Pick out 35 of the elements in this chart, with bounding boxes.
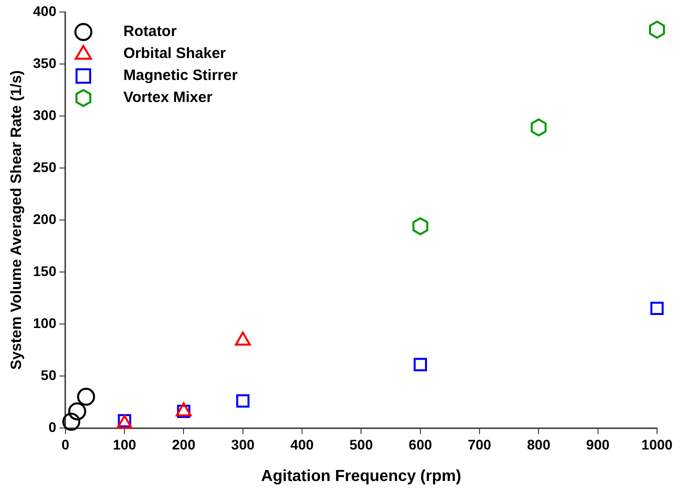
legend-label: Rotator	[123, 23, 177, 40]
legend-label: Vortex Mixer	[123, 89, 212, 106]
y-tick-label: 200	[33, 210, 57, 227]
x-tick-label: 900	[586, 436, 610, 452]
y-tick-label: 400	[33, 2, 57, 19]
point	[650, 302, 664, 316]
point	[649, 20, 665, 39]
x-tick-label: 400	[290, 436, 314, 452]
y-tick-label: 300	[33, 106, 57, 123]
y-tick-label: 350	[33, 54, 57, 71]
x-tick-label: 200	[172, 436, 196, 452]
x-tick-label: 1000	[641, 436, 673, 452]
point	[77, 388, 96, 406]
x-tick-label: 500	[350, 436, 374, 452]
point	[68, 402, 86, 420]
legend-label: Orbital Shaker	[123, 45, 226, 62]
y-axis-title: System Volume Averaged Shear Rate (1/s)	[8, 70, 26, 370]
x-tick-label: 300	[231, 436, 255, 452]
x-axis-title: Agitation Frequency (rpm)	[261, 468, 462, 485]
y-tick-label: 0	[48, 418, 57, 435]
x-tick-label: 100	[112, 436, 136, 452]
y-tick-label: 250	[33, 158, 57, 175]
x-tick-label: 0	[61, 436, 70, 452]
point	[62, 412, 80, 431]
point	[414, 358, 427, 372]
y-tick-label: 50	[40, 366, 57, 383]
x-tick-label: 600	[408, 436, 432, 452]
x-tick-label: 800	[526, 436, 551, 452]
y-tick-label: 100	[33, 314, 57, 331]
x-tick-label: 700	[468, 436, 492, 452]
point	[530, 118, 547, 136]
legend-label: Magnetic Stirrer	[123, 67, 238, 84]
y-tick-label: 150	[33, 262, 57, 279]
point	[236, 394, 250, 408]
point	[412, 217, 428, 236]
